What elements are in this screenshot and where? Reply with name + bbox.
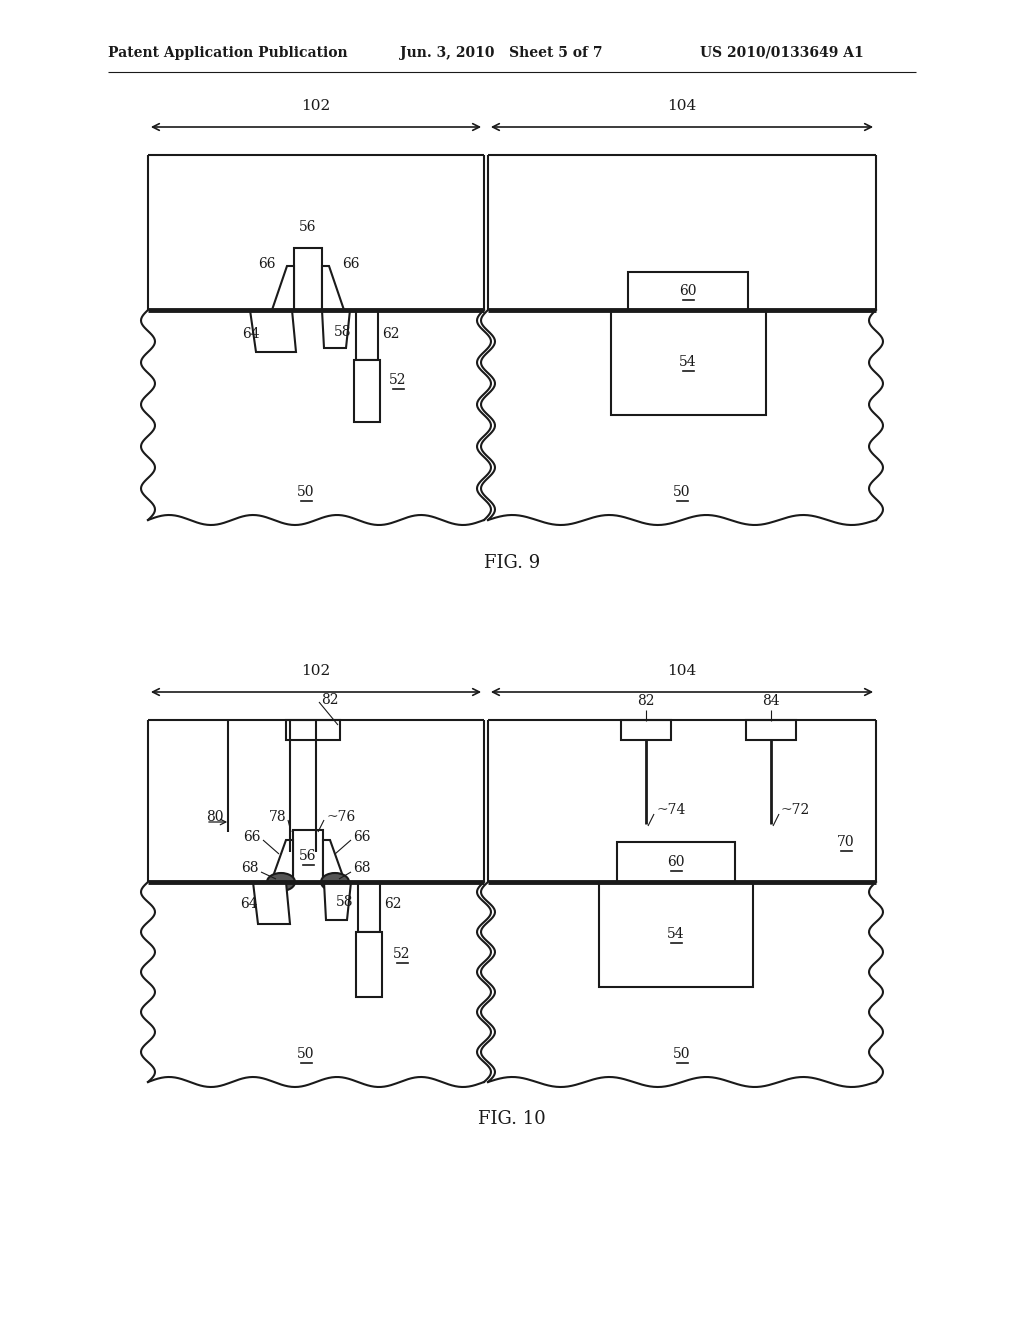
Bar <box>286 719 340 741</box>
Text: Patent Application Publication: Patent Application Publication <box>108 46 347 59</box>
Text: 56: 56 <box>299 220 316 234</box>
Text: 50: 50 <box>297 1047 314 1061</box>
Polygon shape <box>271 840 293 882</box>
Text: 84: 84 <box>762 694 780 708</box>
Text: ~74: ~74 <box>656 803 685 817</box>
Bar <box>354 360 380 422</box>
Polygon shape <box>250 310 296 352</box>
Text: 104: 104 <box>668 99 696 114</box>
Bar <box>358 882 380 932</box>
Bar <box>621 719 671 741</box>
Bar <box>611 310 766 414</box>
Text: ~76: ~76 <box>326 810 355 824</box>
Text: 58: 58 <box>336 895 353 909</box>
Polygon shape <box>322 310 350 348</box>
Text: 70: 70 <box>838 836 855 849</box>
Text: 66: 66 <box>258 257 276 271</box>
Text: 52: 52 <box>389 374 407 387</box>
Bar <box>599 882 753 987</box>
Text: 50: 50 <box>673 484 691 499</box>
Bar <box>293 830 323 882</box>
Bar <box>356 932 382 997</box>
Text: 68: 68 <box>353 861 371 875</box>
Text: 102: 102 <box>301 99 331 114</box>
Bar <box>356 310 378 360</box>
Bar <box>617 842 735 882</box>
Text: 54: 54 <box>668 927 685 941</box>
Text: 66: 66 <box>342 257 359 271</box>
Text: 64: 64 <box>243 327 260 341</box>
Text: 102: 102 <box>301 664 331 678</box>
Polygon shape <box>323 840 345 882</box>
Text: 58: 58 <box>334 325 351 339</box>
Text: 66: 66 <box>353 830 371 843</box>
Text: 68: 68 <box>242 861 259 875</box>
Text: 50: 50 <box>297 484 314 499</box>
Polygon shape <box>253 882 290 924</box>
Text: 60: 60 <box>668 855 685 869</box>
Text: ~72: ~72 <box>781 803 810 817</box>
Text: 54: 54 <box>679 355 696 370</box>
Text: 62: 62 <box>382 327 399 341</box>
Text: Jun. 3, 2010   Sheet 5 of 7: Jun. 3, 2010 Sheet 5 of 7 <box>400 46 602 59</box>
Text: 56: 56 <box>299 849 316 863</box>
Bar <box>628 272 748 310</box>
Text: US 2010/0133649 A1: US 2010/0133649 A1 <box>700 46 864 59</box>
Text: 82: 82 <box>637 694 654 708</box>
Text: 66: 66 <box>244 830 261 843</box>
Text: FIG. 10: FIG. 10 <box>478 1110 546 1129</box>
Text: 64: 64 <box>241 898 258 911</box>
Text: 82: 82 <box>321 693 339 708</box>
Text: 78: 78 <box>268 810 286 824</box>
Text: 104: 104 <box>668 664 696 678</box>
Text: 80: 80 <box>207 810 224 824</box>
Ellipse shape <box>321 873 349 891</box>
Text: 52: 52 <box>393 946 411 961</box>
Polygon shape <box>272 267 294 310</box>
Ellipse shape <box>267 873 295 891</box>
Text: 50: 50 <box>673 1047 691 1061</box>
Bar <box>294 248 322 310</box>
Text: 62: 62 <box>384 898 401 911</box>
Text: 60: 60 <box>679 284 696 298</box>
Polygon shape <box>324 882 351 920</box>
Polygon shape <box>322 267 344 310</box>
Text: FIG. 9: FIG. 9 <box>484 554 540 572</box>
Bar <box>746 719 796 741</box>
